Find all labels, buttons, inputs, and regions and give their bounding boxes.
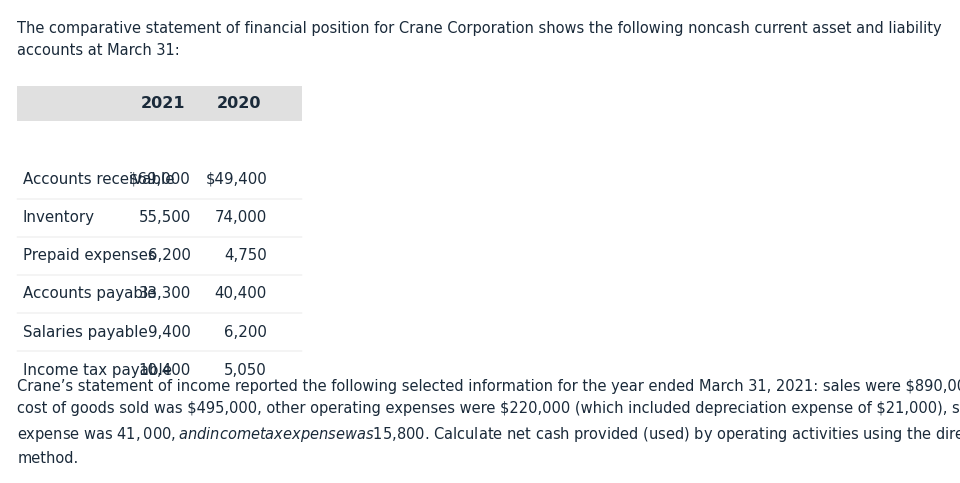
FancyBboxPatch shape bbox=[17, 86, 301, 121]
Text: $49,400: $49,400 bbox=[205, 172, 267, 187]
Text: Prepaid expenses: Prepaid expenses bbox=[23, 248, 156, 263]
Text: Accounts payable: Accounts payable bbox=[23, 286, 156, 301]
Text: Salaries payable: Salaries payable bbox=[23, 325, 148, 340]
Text: Inventory: Inventory bbox=[23, 210, 95, 225]
Text: Accounts receivable: Accounts receivable bbox=[23, 172, 175, 187]
Text: 6,200: 6,200 bbox=[148, 248, 191, 263]
Text: $69,000: $69,000 bbox=[129, 172, 191, 187]
Text: 6,200: 6,200 bbox=[224, 325, 267, 340]
Text: 5,050: 5,050 bbox=[225, 363, 267, 378]
Text: 74,000: 74,000 bbox=[215, 210, 267, 225]
Text: 4,750: 4,750 bbox=[225, 248, 267, 263]
Text: The comparative statement of financial position for Crane Corporation shows the : The comparative statement of financial p… bbox=[17, 21, 942, 58]
Text: 10,400: 10,400 bbox=[138, 363, 191, 378]
Text: 2021: 2021 bbox=[141, 96, 185, 111]
Text: 33,300: 33,300 bbox=[138, 286, 191, 301]
Text: 9,400: 9,400 bbox=[148, 325, 191, 340]
Text: 40,400: 40,400 bbox=[215, 286, 267, 301]
Text: 2020: 2020 bbox=[217, 96, 261, 111]
Text: Crane’s statement of income reported the following selected information for the : Crane’s statement of income reported the… bbox=[17, 379, 960, 466]
Text: 55,500: 55,500 bbox=[138, 210, 191, 225]
Text: Income tax payable: Income tax payable bbox=[23, 363, 172, 378]
